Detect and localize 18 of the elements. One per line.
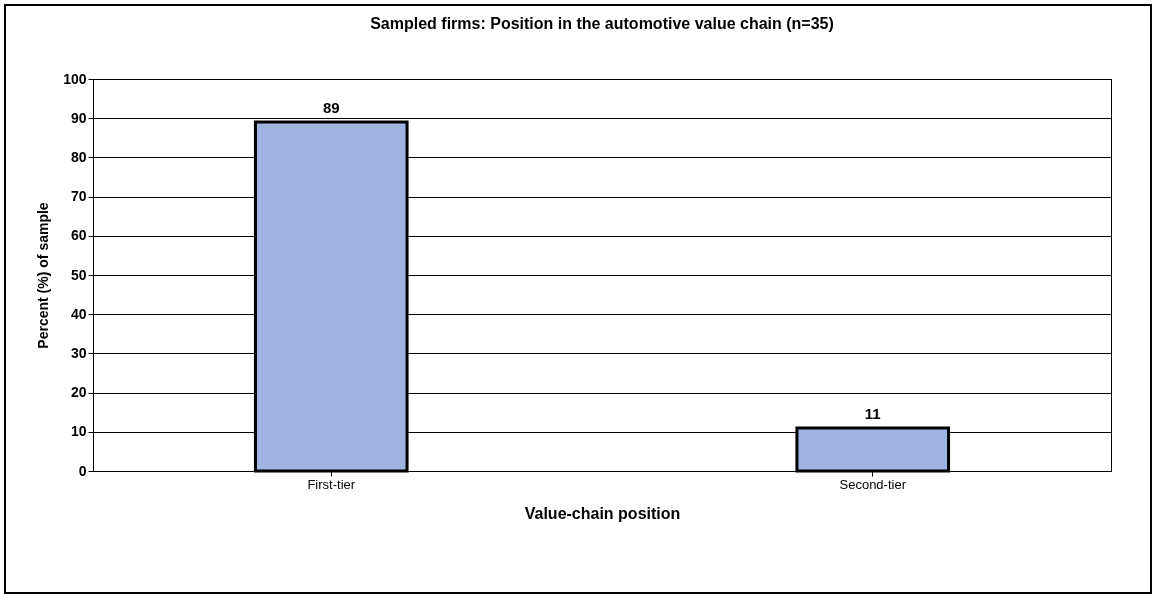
y-tick-label: 70 xyxy=(70,188,87,205)
chart-title: Sampled firms: Position in the automotive value chain (n=35) xyxy=(370,15,834,32)
x-tick-label: First-tier xyxy=(307,476,356,492)
y-tick-label: 90 xyxy=(70,109,87,126)
y-tick-label: 80 xyxy=(70,148,87,165)
y-tick-label: 50 xyxy=(70,266,87,283)
y-tick-label: 0 xyxy=(78,462,87,479)
y-tick-label: 40 xyxy=(70,305,87,322)
y-tick-label: 30 xyxy=(70,344,87,361)
x-axis-title: Value-chain position xyxy=(524,504,681,522)
y-tick-label: 60 xyxy=(70,227,87,244)
y-axis-title: Percent (%) of sample xyxy=(35,202,52,349)
data-label: 11 xyxy=(864,404,881,422)
x-tick-label: Second-tier xyxy=(839,476,907,492)
data-label: 89 xyxy=(322,99,340,117)
y-tick-label: 10 xyxy=(70,423,87,440)
y-tick-label: 100 xyxy=(63,70,87,87)
y-tick-label: 20 xyxy=(70,384,87,401)
